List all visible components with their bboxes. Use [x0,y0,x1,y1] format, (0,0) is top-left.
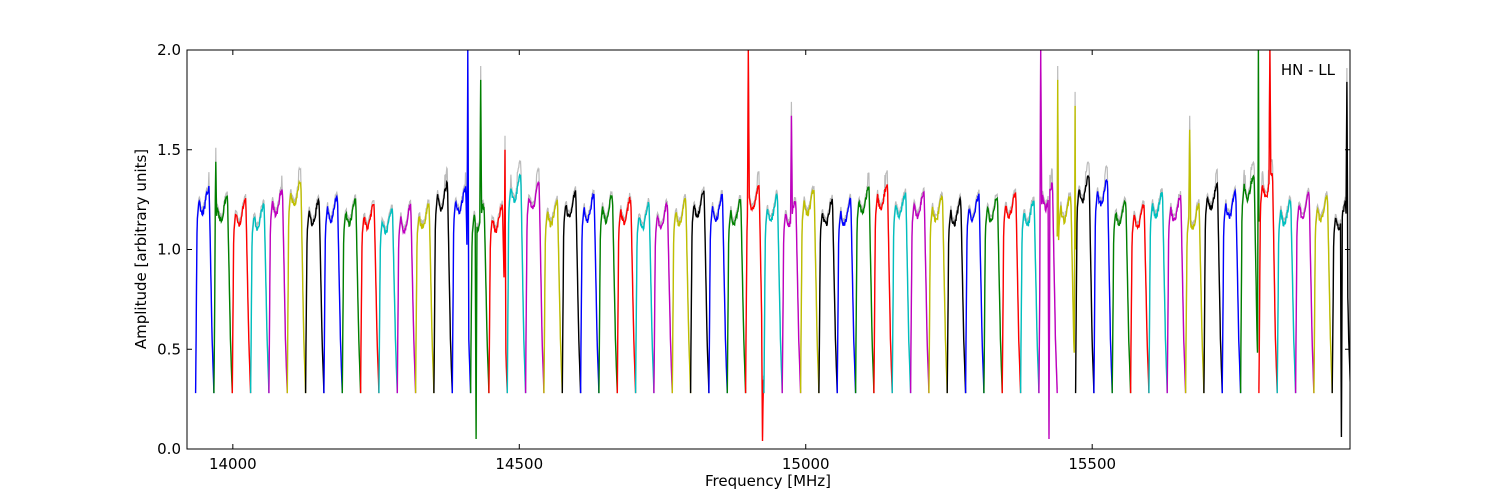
series-line [1019,200,1040,394]
series-line [1203,181,1223,394]
x-axis-label: Frequency [MHz] [705,472,831,490]
y-tick-label: 1.5 [157,141,181,159]
series-line [396,203,417,394]
annotation-label: HN - LL [1281,61,1336,79]
x-tick-label: 15500 [1068,455,1116,473]
x-tick-label: 15000 [782,455,830,473]
series-line [928,194,948,394]
series-line [671,197,692,394]
series-line [873,184,893,394]
series-line [1184,129,1205,394]
series-line [708,193,728,394]
series-line [1129,204,1150,394]
series-line [983,196,1003,394]
series-line [286,179,307,394]
series-line [543,199,563,394]
series-line [689,190,710,394]
series-line [323,194,343,394]
series-line [1276,199,1297,394]
series-line [653,201,673,394]
series-line [854,186,875,394]
series-line [781,115,802,394]
series-line [561,190,582,394]
series-line [1294,191,1315,394]
series-line [1074,174,1095,394]
series-line [1239,50,1260,394]
series-line [414,203,435,394]
series-line [359,204,380,394]
series-line [1093,178,1113,394]
x-tick-label: 14500 [495,455,543,473]
series-line [433,179,453,394]
series-line [1056,79,1077,353]
series-line [726,198,747,394]
series-line [268,189,288,394]
y-tick-label: 0.0 [157,440,181,458]
series-group [194,50,1350,442]
series-line [909,190,930,394]
series-line [451,50,472,394]
series-line [964,193,985,394]
series-line [799,188,820,394]
series-line [616,196,637,394]
series-line [1331,81,1350,438]
series-line [304,197,325,394]
series-line [213,161,233,394]
series-line [1258,50,1278,394]
series-line [1001,192,1022,394]
series-line [818,198,838,394]
series-line [891,192,912,394]
series-line [1038,50,1058,440]
series-line [378,207,398,394]
series-line [744,50,765,442]
y-tick-label: 1.0 [157,241,181,259]
series-line [249,202,270,394]
series-line [1313,195,1333,394]
series-line [1166,195,1187,394]
series-line [836,197,857,394]
y-tick-label: 2.0 [157,41,181,59]
series-line [579,192,600,394]
series-line [634,201,655,394]
series-line [341,197,362,394]
series-line [524,180,545,394]
ticks-group: 14000 14500 15000 15500 0.0 0.5 1.0 1.5 2.0 [157,41,1350,473]
y-tick-label: 0.5 [157,340,181,358]
y-axis-label: Amplitude [arbitrary units] [132,149,150,349]
series-line [488,149,508,394]
series-line [1221,188,1242,394]
x-tick-label: 14000 [209,455,257,473]
series-line [506,173,527,394]
series-line [231,197,252,394]
series-line [1111,199,1132,394]
series-line [946,196,967,394]
series-line [469,79,490,440]
series-line [194,185,215,394]
series-line [1148,191,1168,394]
series-line [598,194,618,394]
series-line [763,193,783,394]
